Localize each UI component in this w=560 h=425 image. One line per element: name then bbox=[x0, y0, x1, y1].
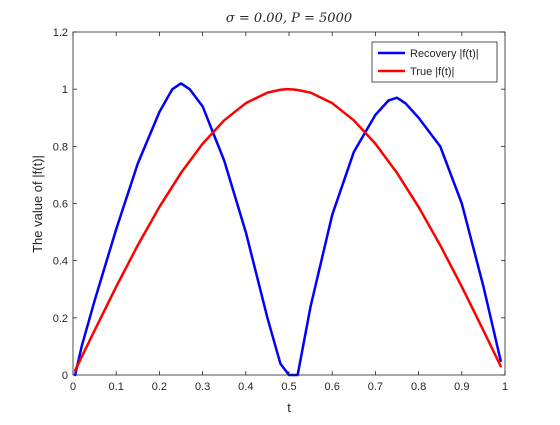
ticks-layer: 0 0.1 0.2 0.3 0.4 0.5 0.6 0.7 0.8 0.9 1 0 0.2 0.4 0.6 0… bbox=[53, 27, 508, 393]
x-tick-label: 0.5 bbox=[281, 381, 296, 393]
y-tick-label: 0.8 bbox=[53, 141, 68, 153]
legend-label-true: True |f(t)| bbox=[410, 66, 454, 78]
x-tick-label: 0.4 bbox=[238, 381, 253, 393]
x-tick-label: 0.9 bbox=[454, 381, 469, 393]
x-tick-label: 0.8 bbox=[411, 381, 426, 393]
x-tick-label: 0.6 bbox=[325, 381, 340, 393]
x-tick-label: 0.1 bbox=[109, 381, 124, 393]
chart-title: σ = 0.00, P = 5000 bbox=[226, 11, 352, 26]
y-tick-label: 0.2 bbox=[53, 313, 68, 325]
legend-label-recovery: Recovery |f(t)| bbox=[410, 48, 479, 60]
x-axis-label: t bbox=[287, 400, 291, 415]
x-tick-label: 1 bbox=[502, 381, 508, 393]
legend: Recovery |f(t)| True |f(t)| bbox=[371, 41, 498, 83]
legend-box bbox=[371, 41, 498, 83]
y-tick-label: 0 bbox=[62, 370, 68, 382]
y-tick-label: 0.4 bbox=[53, 256, 68, 268]
y-tick-label: 1.2 bbox=[53, 27, 68, 39]
x-tick-label: 0.3 bbox=[195, 381, 210, 393]
y-tick-label: 0.6 bbox=[53, 199, 68, 211]
plot-area bbox=[73, 32, 505, 375]
series-line-true bbox=[73, 87, 502, 372]
y-tick-label: 1 bbox=[62, 84, 68, 96]
x-tick-label: 0.2 bbox=[152, 381, 167, 393]
x-tick-label: 0.7 bbox=[368, 381, 383, 393]
x-tick-label: 0 bbox=[70, 381, 76, 393]
y-axis-label: The value of |f(t)| bbox=[30, 155, 45, 253]
